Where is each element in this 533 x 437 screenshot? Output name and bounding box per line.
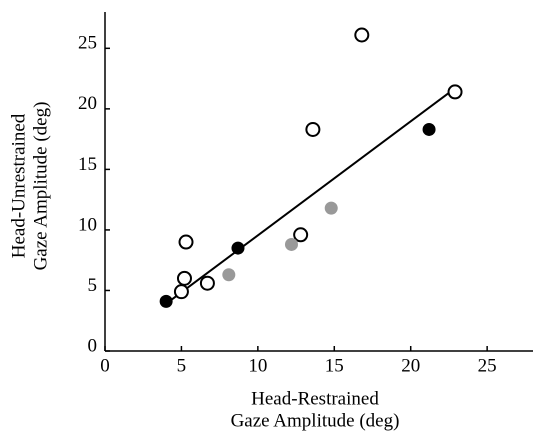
point xyxy=(199,275,215,291)
point xyxy=(173,284,189,300)
point xyxy=(284,237,298,251)
point xyxy=(222,268,236,282)
x-tick-label: 0 xyxy=(100,355,110,376)
point xyxy=(354,27,370,43)
x-axis-label: Gaze Amplitude (deg) xyxy=(231,410,400,431)
y-tick-label: 5 xyxy=(88,275,98,296)
fit-line xyxy=(167,87,456,304)
x-tick-label: 25 xyxy=(478,355,497,376)
y-tick-label: 20 xyxy=(78,93,97,114)
point xyxy=(324,201,338,215)
x-axis-label: Head-Restrained xyxy=(251,388,379,409)
y-tick-label: 15 xyxy=(78,154,97,175)
point xyxy=(293,227,309,243)
y-tick-label: 0 xyxy=(88,335,98,356)
y-tick-label: 10 xyxy=(78,214,97,235)
point xyxy=(159,294,173,308)
x-tick-label: 15 xyxy=(325,355,344,376)
point xyxy=(178,234,194,250)
y-tick-label: 25 xyxy=(78,33,97,54)
point xyxy=(231,241,245,255)
point xyxy=(447,84,463,100)
y-axis-label: Gaze Amplitude (deg) xyxy=(30,102,51,271)
y-axis-label: Head-Unrestrained xyxy=(8,113,29,258)
point xyxy=(176,270,192,286)
point xyxy=(305,121,321,137)
x-tick-label: 20 xyxy=(401,355,420,376)
point xyxy=(422,122,436,136)
x-tick-label: 5 xyxy=(177,355,187,376)
x-tick-label: 10 xyxy=(248,355,267,376)
